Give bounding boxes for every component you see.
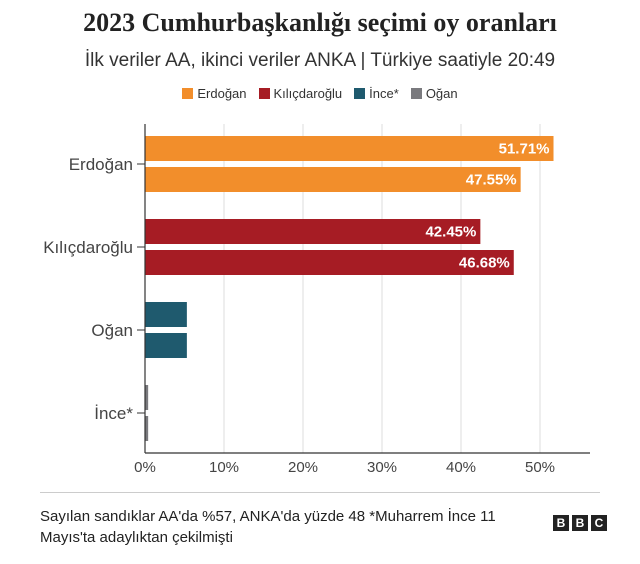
bar — [145, 385, 149, 410]
x-tick-label: 40% — [446, 459, 476, 476]
legend: Erdoğan Kılıçdaroğlu İnce* Oğan — [0, 86, 640, 101]
legend-label: Erdoğan — [197, 86, 247, 101]
bar-chart: 0% 10% 20% 30% 40% 50% 51.71% 47.55% Erdoğan 42.4… — [43, 124, 590, 476]
legend-item-ince: İnce* — [354, 86, 399, 101]
legend-item-erdogan: Erdoğan — [182, 86, 247, 101]
legend-label: Kılıçdaroğlu — [273, 86, 343, 101]
bbc-logo-letter: B — [553, 515, 569, 531]
category-label: Kılıçdaroğlu — [43, 238, 133, 257]
bar — [145, 416, 149, 441]
legend-item-ogan: Oğan — [410, 86, 458, 101]
x-tick-label: 50% — [525, 459, 555, 476]
bar — [145, 219, 481, 244]
bar — [145, 250, 514, 275]
x-tick-label: 10% — [209, 459, 239, 476]
bar-data-label: 51.71% — [499, 141, 550, 158]
category-label: İnce* — [94, 404, 133, 423]
bbc-logo: B B C — [553, 515, 607, 531]
bar — [145, 333, 187, 358]
bar — [145, 302, 187, 327]
bbc-logo-letter: B — [572, 515, 588, 531]
chart-title: 2023 Cumhurbaşkanlığı seçimi oy oranları — [83, 8, 557, 37]
footer-divider — [40, 492, 600, 493]
bar-data-label: 46.68% — [459, 255, 510, 272]
category-label: Oğan — [91, 321, 133, 340]
bar-data-label: 42.45% — [425, 224, 476, 241]
legend-swatch — [354, 88, 366, 99]
x-tick-label: 20% — [288, 459, 318, 476]
legend-swatch — [410, 88, 422, 99]
chart-subtitle: İlk veriler AA, ikinci veriler ANKA | Tü… — [84, 50, 556, 71]
bar — [145, 136, 554, 161]
bbc-logo-letter: C — [591, 515, 607, 531]
x-tick-label: 0% — [134, 459, 156, 476]
legend-label: İnce* — [369, 86, 399, 101]
footer-note: Sayılan sandıklar AA'da %57, ANKA'da yüz… — [40, 508, 496, 546]
legend-swatch — [182, 88, 194, 99]
legend-label: Oğan — [425, 86, 458, 101]
category-label: Erdoğan — [69, 155, 133, 174]
bar — [145, 167, 521, 192]
bar-data-label: 47.55% — [466, 172, 517, 189]
x-tick-label: 30% — [367, 459, 397, 476]
legend-swatch — [258, 88, 270, 99]
legend-item-kilicdaroglu: Kılıçdaroğlu — [258, 86, 343, 101]
